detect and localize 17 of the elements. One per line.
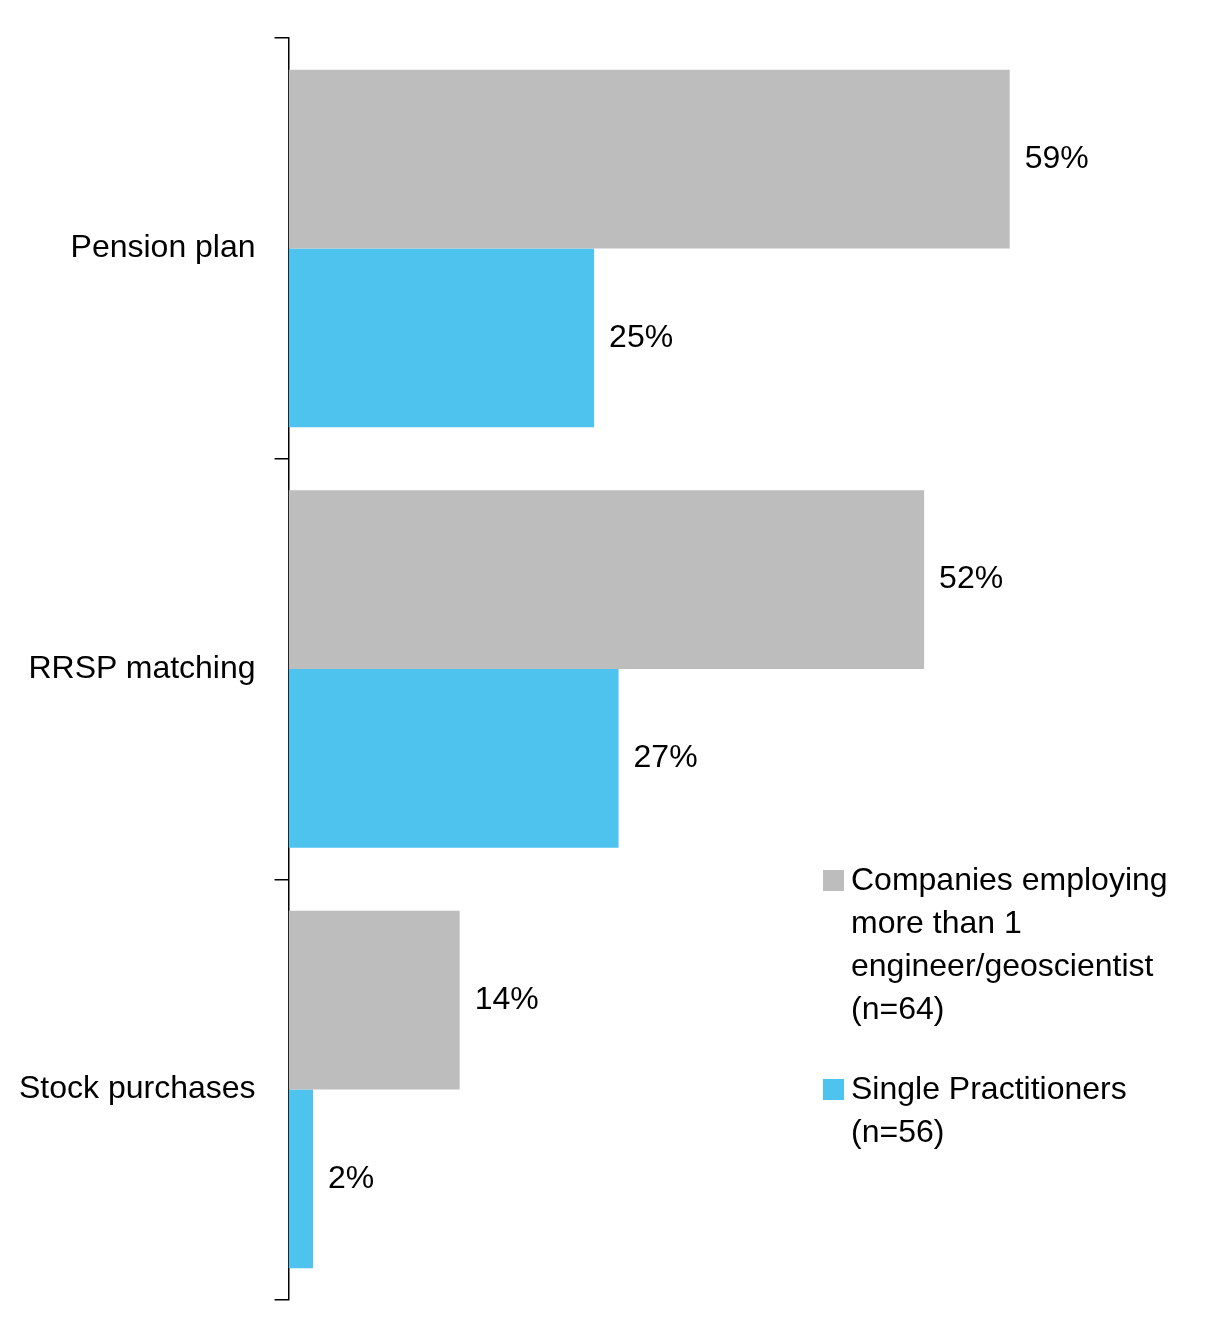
bar	[288, 910, 460, 1090]
bar	[288, 1089, 314, 1269]
y-tick-label: Stock purchases	[19, 1069, 256, 1106]
bar	[288, 490, 925, 669]
data-label: 14%	[474, 980, 539, 1016]
legend-label: Companies employing more than 1 engineer/geoscientist (n=64)	[851, 860, 1169, 1028]
data-label: 27%	[633, 738, 698, 775]
legend-label: Single Practitioners (n=56)	[851, 1069, 1128, 1151]
y-tick-label: Pension plan	[70, 228, 256, 265]
data-label: 25%	[609, 317, 674, 354]
bar	[288, 669, 619, 848]
bar	[288, 69, 1010, 249]
bar	[288, 248, 595, 428]
data-label: 59%	[1024, 138, 1089, 175]
data-label: 2%	[328, 1158, 375, 1195]
y-tick-label: RRSP matching	[28, 648, 256, 685]
data-label: 52%	[939, 559, 1004, 596]
